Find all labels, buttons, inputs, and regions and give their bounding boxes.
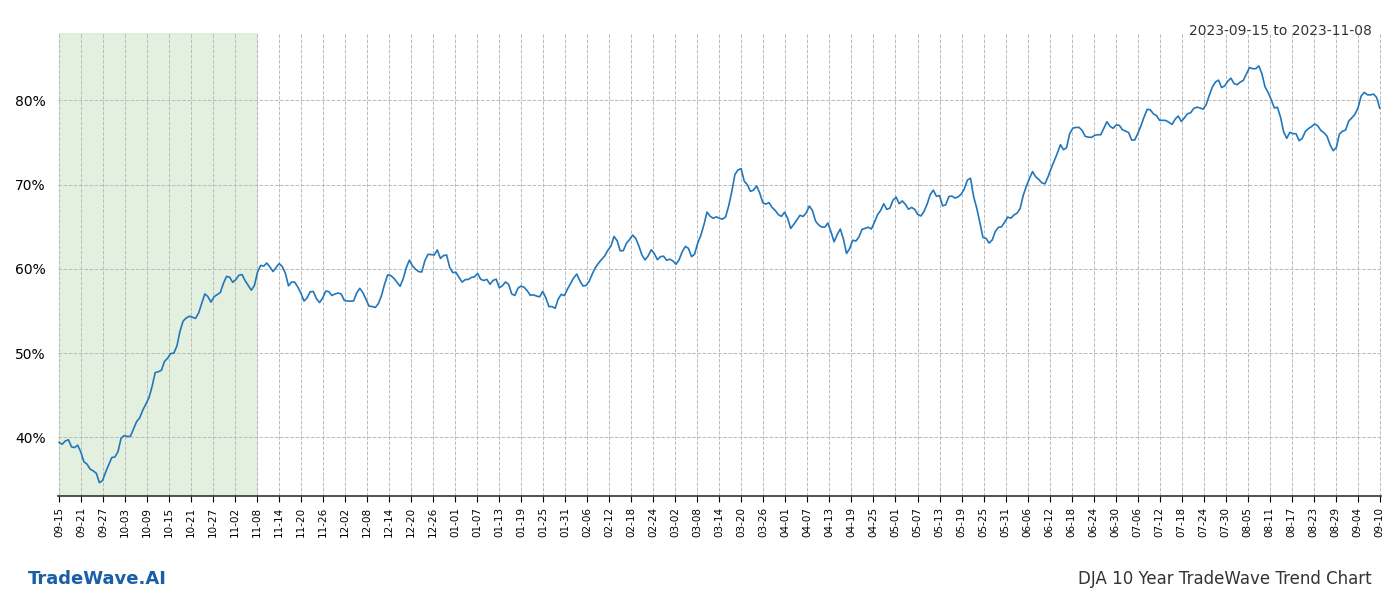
Text: TradeWave.AI: TradeWave.AI <box>28 570 167 588</box>
Bar <box>59 33 258 496</box>
Text: 2023-09-15 to 2023-11-08: 2023-09-15 to 2023-11-08 <box>1189 24 1372 38</box>
Text: DJA 10 Year TradeWave Trend Chart: DJA 10 Year TradeWave Trend Chart <box>1078 570 1372 588</box>
